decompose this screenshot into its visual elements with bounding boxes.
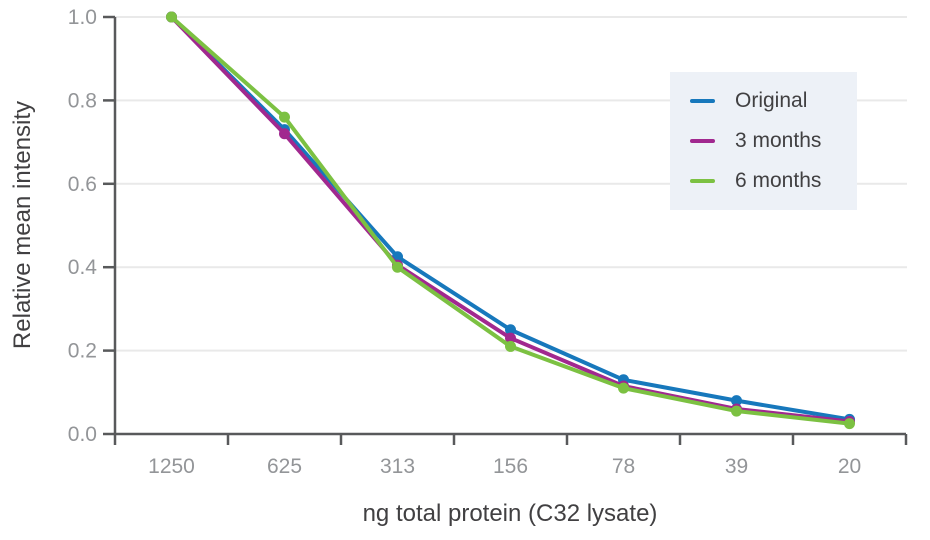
y-tick-label: 0.2 bbox=[68, 340, 97, 363]
data-point-6-months bbox=[505, 340, 516, 352]
legend-label-6-months: 6 months bbox=[735, 169, 822, 192]
data-point-6-months bbox=[844, 418, 855, 430]
x-axis-title: ng total protein (C32 lysate) bbox=[362, 500, 658, 527]
data-point-6-months bbox=[618, 382, 629, 394]
legend-label-3-months: 3 months bbox=[735, 129, 822, 152]
data-point-6-months bbox=[731, 405, 742, 417]
x-tick-label: 156 bbox=[493, 455, 528, 478]
x-tick-label: 20 bbox=[838, 455, 861, 478]
legend-item-3-months: 3 months bbox=[690, 129, 857, 152]
y-axis-title: Relative mean intensity bbox=[9, 100, 36, 350]
x-tick-label: 313 bbox=[380, 455, 415, 478]
y-tick-label: 0.6 bbox=[68, 173, 97, 196]
y-tick-label: 0.4 bbox=[68, 256, 98, 279]
data-point-3-months bbox=[279, 128, 290, 140]
data-point-6-months bbox=[392, 261, 403, 273]
data-point-original bbox=[731, 395, 742, 407]
legend-label-original: Original bbox=[735, 89, 808, 112]
x-tick-label: 625 bbox=[267, 455, 302, 478]
y-tick-label: 1.0 bbox=[68, 6, 97, 29]
data-point-original bbox=[505, 324, 516, 336]
legend-item-original: Original bbox=[690, 89, 857, 112]
legend-swatch-original bbox=[690, 99, 715, 103]
data-point-6-months bbox=[166, 11, 177, 23]
x-tick-label: 78 bbox=[612, 455, 635, 478]
x-tick-label: 1250 bbox=[148, 455, 195, 478]
data-point-6-months bbox=[279, 111, 290, 123]
legend-swatch-3-months bbox=[690, 139, 715, 143]
y-tick-label: 0.8 bbox=[68, 89, 97, 112]
legend-item-6-months: 6 months bbox=[690, 169, 857, 192]
data-point-3-months bbox=[505, 332, 516, 344]
legend-swatch-6-months bbox=[690, 179, 715, 183]
y-tick-label: 0.0 bbox=[68, 423, 97, 446]
x-tick-label: 39 bbox=[725, 455, 748, 478]
legend: Original 3 months 6 months bbox=[670, 72, 857, 210]
